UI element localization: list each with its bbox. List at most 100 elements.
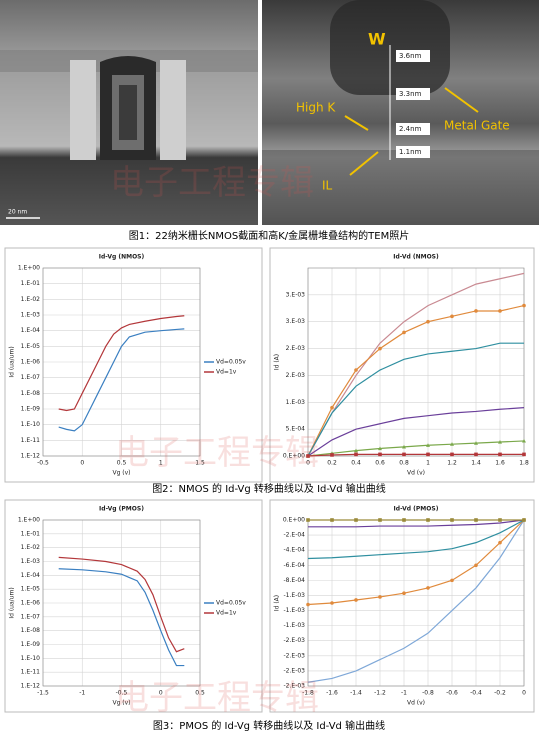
plot-frame: [42, 519, 201, 687]
x-tick-label: 1.4: [471, 460, 481, 467]
y-tick-label: 0.E+00: [283, 517, 305, 524]
legend-label: Vd=1v: [216, 369, 237, 376]
x-tick-label: -0.5: [37, 460, 49, 467]
chart-title: Id-Vg (NMOS): [99, 254, 145, 261]
y-tick-label: 1.E-11: [21, 437, 40, 444]
y-tick-label: 1.E-07: [21, 613, 40, 620]
x-tick-label: 1.2: [447, 460, 457, 467]
x-tick-label: 0: [159, 690, 163, 697]
figure-caption: 图3：PMOS 的 Id-Vg 转移曲线以及 Id-Vd 输出曲线: [153, 719, 385, 732]
data-point: [306, 454, 310, 458]
x-axis-label: Vd (v): [407, 470, 425, 477]
y-tick-label: 1.E-03: [21, 558, 40, 565]
y-tick-label: 1.E-01: [21, 280, 40, 287]
series-line: [58, 568, 185, 667]
material-label: W: [368, 30, 386, 49]
data-point: [402, 591, 406, 595]
data-point: [450, 578, 454, 583]
chart-title: Id-Vg (PMOS): [99, 506, 144, 513]
data-point: [330, 518, 334, 522]
data-point: [426, 443, 430, 447]
watermark: 电子工程专辑: [115, 678, 319, 718]
x-axis-label: Vg (v): [112, 700, 130, 707]
y-tick-label: -2.E-03: [284, 667, 306, 674]
data-point: [474, 452, 478, 457]
series-line: [307, 305, 525, 457]
data-point: [450, 442, 454, 446]
data-point: [426, 319, 430, 324]
thickness-label: 2.4nm: [399, 125, 422, 133]
chart-frame: [4, 499, 263, 713]
y-tick-label: 1.E+00: [18, 517, 40, 524]
y-tick-label: 1.E-02: [21, 296, 40, 303]
thickness-label: 3.3nm: [399, 90, 422, 98]
y-axis-label: Id (ua/um): [9, 587, 16, 618]
y-tick-label: 1.E-12: [21, 683, 40, 690]
data-point: [354, 598, 358, 602]
data-point: [450, 518, 454, 522]
data-point: [498, 309, 502, 313]
x-tick-label: -1: [401, 690, 407, 697]
y-tick-label: 1.E-12: [21, 453, 40, 460]
y-tick-label: -1.E-03: [284, 622, 306, 629]
data-point: [450, 452, 454, 457]
x-tick-label: 0: [522, 690, 526, 697]
data-point: [378, 595, 382, 599]
y-tick-label: 1.E-02: [21, 544, 40, 551]
figure-caption: 图2：NMOS 的 Id-Vg 转移曲线以及 Id-Vd 输出曲线: [152, 482, 386, 495]
data-point: [474, 518, 478, 522]
x-tick-label: 1: [426, 460, 430, 467]
y-tick-label: 1.E-01: [21, 530, 40, 537]
data-point: [378, 446, 382, 451]
series-line: [307, 453, 524, 457]
data-point: [474, 563, 478, 568]
data-point: [330, 405, 334, 410]
data-point: [378, 452, 382, 457]
tem-image-right: W 3.6nm 3.3nm 2.4nm 1.1nm High K Metal G…: [110, 0, 539, 225]
y-axis-label: Id (A): [274, 354, 281, 370]
watermark: 电子工程专辑: [115, 433, 319, 473]
series-line: [307, 519, 525, 683]
data-point: [426, 586, 430, 590]
y-tick-label: -4.E-04: [284, 547, 306, 554]
data-point: [306, 602, 310, 607]
data-point: [522, 518, 526, 522]
data-point: [522, 438, 526, 443]
x-tick-label: -1.6: [326, 690, 338, 697]
x-tick-label: 1.8: [519, 460, 529, 467]
y-tick-label: 2.E-03: [286, 345, 305, 352]
figure-caption: 图1：22纳米栅长NMOS截面和高K/金属栅堆叠结构的TEM照片: [129, 229, 409, 242]
x-tick-label: 0.6: [375, 460, 385, 467]
x-tick-label: 1.6: [495, 460, 505, 467]
data-point: [402, 452, 406, 457]
data-point: [498, 540, 502, 545]
y-tick-label: -8.E-04: [284, 577, 306, 584]
x-tick-label: -0.2: [494, 690, 506, 697]
x-tick-label: -0.6: [446, 690, 458, 697]
data-point: [354, 452, 358, 457]
thickness-label: 3.6nm: [399, 52, 422, 60]
x-tick-label: 0.5: [117, 460, 127, 467]
y-tick-label: 1.E-08: [21, 627, 40, 634]
y-tick-label: 0.E+00: [283, 453, 305, 460]
scale-bar-label: 20 nm: [8, 209, 27, 216]
data-point: [354, 448, 358, 453]
y-tick-label: 1.E-07: [21, 374, 40, 381]
y-tick-label: 1.E-03: [21, 312, 40, 319]
series-line: [307, 519, 525, 606]
y-tick-label: 5.E-04: [286, 426, 305, 433]
thickness-labels: 3.6nm 3.3nm 2.4nm 1.1nm: [396, 50, 430, 158]
y-tick-label: -6.E-04: [284, 562, 306, 569]
y-tick-label: 1.E-10: [21, 421, 40, 428]
plot-frame: [307, 267, 525, 457]
data-point: [402, 518, 406, 522]
x-tick-label: -1.5: [37, 690, 49, 697]
x-tick-label: 0.5: [195, 690, 205, 697]
series-line: [58, 315, 185, 412]
y-tick-label: -2.E-03: [284, 637, 306, 644]
legend-label: Vd=1v: [216, 610, 237, 617]
x-tick-label: 0.2: [327, 460, 337, 467]
y-tick-label: -1.E-03: [284, 607, 306, 614]
y-tick-label: 3.E-03: [286, 318, 305, 325]
